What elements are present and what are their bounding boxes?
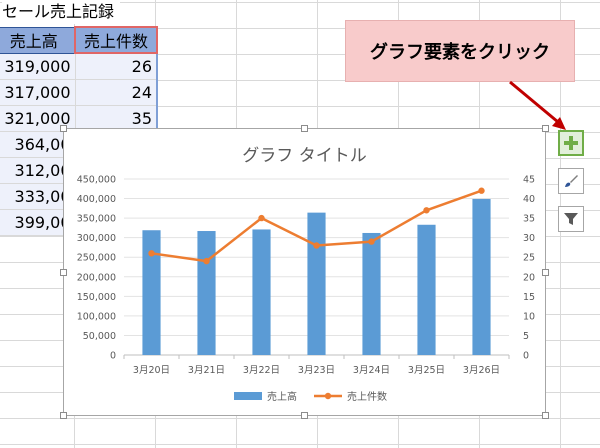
table-row: 319,000 26: [0, 53, 158, 80]
y-left-tick-label: 250,000: [77, 253, 116, 264]
resize-handle-bl[interactable]: [60, 412, 67, 419]
y-left-tick-label: 350,000: [77, 214, 116, 225]
bar-sales: [142, 230, 161, 355]
brush-icon: [565, 175, 578, 187]
x-tick-label: 3月23日: [298, 365, 335, 376]
bar-sales: [252, 229, 271, 355]
legend-label-count: 売上件数: [347, 390, 387, 403]
chart-plot[interactable]: 0 50,000 100,000 150,000 200,000 250,000 300,0…: [64, 129, 547, 417]
cell-count[interactable]: 35: [75, 105, 158, 132]
chart-filters-button[interactable]: [558, 206, 584, 232]
instruction-callout: グラフ要素をクリック: [345, 20, 575, 82]
legend-marker-count: [324, 392, 332, 400]
y-right-tick-label: 10: [523, 311, 535, 322]
point-count: [478, 187, 485, 194]
y-left-tick-label: 150,000: [77, 292, 116, 303]
y-left-tick-label: 200,000: [77, 272, 116, 283]
cell-sales[interactable]: 333,00: [0, 183, 76, 210]
point-count: [313, 242, 320, 249]
header-count[interactable]: 売上件数: [74, 26, 158, 54]
cell-count[interactable]: 24: [75, 79, 158, 106]
y-right-tick-label: 30: [523, 233, 535, 244]
y-left-tick-label: 450,000: [77, 175, 116, 186]
bar-sales: [417, 224, 436, 355]
chart-styles-button[interactable]: [558, 168, 584, 194]
x-tick-label: 3月20日: [133, 365, 170, 376]
resize-handle-tm[interactable]: [301, 125, 308, 132]
bar-sales: [362, 232, 381, 355]
cell-sales[interactable]: 319,000: [0, 53, 76, 80]
resize-handle-tl[interactable]: [60, 125, 67, 132]
y-right-tick-label: 35: [523, 214, 535, 225]
legend-label-sales: 売上高: [267, 390, 297, 403]
y-right-tick-label: 25: [523, 253, 535, 264]
point-count: [368, 238, 375, 245]
header-sales[interactable]: 売上高: [0, 26, 76, 54]
x-tick-label: 3月26日: [463, 365, 500, 376]
cell-sales[interactable]: 317,000: [0, 79, 76, 106]
point-count: [203, 257, 210, 265]
resize-handle-mr[interactable]: [542, 269, 549, 276]
legend-swatch-sales: [234, 392, 262, 400]
point-count: [148, 250, 155, 257]
y-right-tick-label: 5: [523, 331, 529, 342]
resize-handle-ml[interactable]: [60, 269, 67, 276]
x-tick-label: 3月21日: [188, 365, 225, 376]
cell-sales[interactable]: 364,00: [0, 131, 76, 158]
y-right-tick-label: 20: [523, 272, 535, 283]
bar-sales: [197, 231, 216, 355]
bar-sales: [472, 198, 491, 355]
x-tick-label: 3月25日: [408, 365, 445, 376]
x-tick-label: 3月24日: [353, 365, 390, 376]
resize-handle-bm[interactable]: [301, 412, 308, 419]
resize-handle-tr[interactable]: [542, 125, 549, 132]
chart-object[interactable]: グラフ タイトル 0 50,000 100,000 150,000 200,000 250…: [63, 128, 546, 416]
y-right-tick-label: 0: [523, 351, 529, 362]
y-left-tick-label: 50,000: [83, 331, 116, 342]
y-right-tick-label: 40: [523, 194, 535, 205]
arrow-icon: [509, 80, 566, 130]
y-left-tick-label: 400,000: [77, 194, 116, 205]
chart-title[interactable]: グラフ タイトル: [242, 146, 367, 166]
x-tick-label: 3月22日: [243, 365, 280, 376]
filter-icon: [564, 213, 578, 225]
sheet-title: セール売上記録: [2, 0, 121, 24]
y-right-tick-label: 45: [523, 175, 535, 186]
point-count: [258, 214, 265, 222]
y-left-tick-label: 100,000: [77, 311, 116, 322]
cell-count[interactable]: 26: [75, 53, 158, 80]
chart-elements-button[interactable]: [558, 130, 584, 156]
resize-handle-br[interactable]: [542, 412, 549, 419]
y-left-tick-label: 300,000: [77, 233, 116, 244]
y-left-tick-label: 0: [110, 351, 116, 362]
bar-sales: [307, 212, 326, 355]
point-count: [423, 207, 430, 214]
table-row: 317,000 24: [0, 79, 158, 106]
plus-icon: [564, 136, 578, 150]
cell-sales[interactable]: 312,00: [0, 157, 76, 184]
cell-sales[interactable]: 399,00: [0, 209, 76, 236]
y-right-tick-label: 15: [523, 292, 535, 303]
